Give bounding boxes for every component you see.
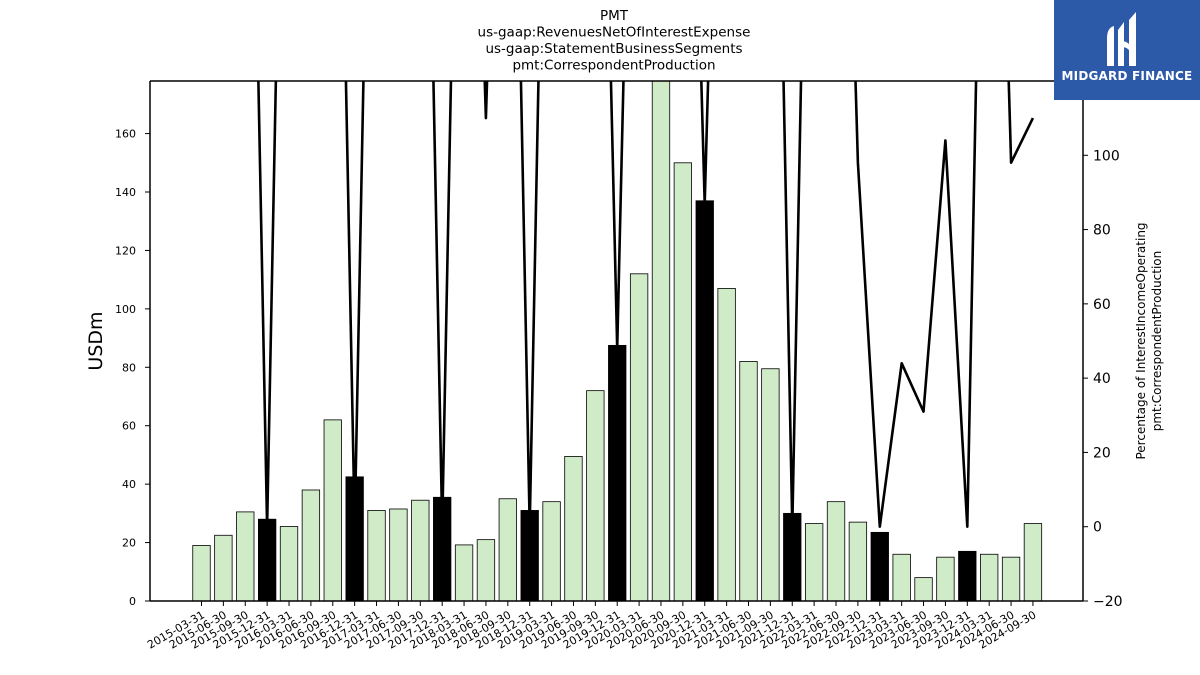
title-line: pmt:CorrespondentProduction	[512, 58, 715, 74]
y-tick-label: 0	[129, 595, 136, 608]
title-line: us-gaap:StatementBusinessSegments	[485, 41, 742, 57]
bar	[323, 419, 342, 601]
y2-tick-label: 0	[1093, 520, 1102, 536]
bar	[476, 539, 496, 601]
y2-tick-label: 100	[1093, 148, 1120, 164]
bar	[192, 545, 211, 601]
y-tick-label: 140	[115, 186, 136, 199]
bar	[411, 499, 430, 601]
y-tick-label: 160	[115, 128, 136, 141]
bar	[389, 508, 408, 601]
y-axis-label: USDm	[85, 311, 107, 370]
bar	[629, 273, 649, 601]
bar	[848, 521, 868, 601]
bar	[914, 577, 933, 601]
bar	[279, 526, 299, 601]
y2-axis-label: Percentage of InterestIncomeOperating pmt…	[1134, 222, 1164, 459]
bar	[367, 510, 386, 601]
y-tick-label: 20	[122, 537, 136, 550]
bar	[695, 200, 714, 601]
logo-text: MIDGARD FINANCE	[1061, 69, 1193, 83]
bar	[673, 162, 693, 601]
bar	[301, 489, 321, 601]
y-tick-label: 40	[122, 478, 136, 491]
line-group	[257, 81, 1035, 529]
bar	[804, 523, 824, 601]
y2-label-line: pmt:CorrespondentProduction	[1150, 251, 1164, 432]
bar	[958, 550, 977, 601]
bar	[257, 518, 277, 601]
bar	[236, 511, 255, 601]
chart-title: PMTus-gaap:RevenuesNetOfInterestExpenseu…	[478, 8, 751, 74]
y2-tick-labels: −20 0 20 40 60 80 100	[1083, 148, 1123, 610]
y2-label-line: Percentage of InterestIncomeOperating	[1134, 222, 1148, 459]
y-tick-label: 120	[115, 244, 136, 257]
bar	[980, 553, 999, 601]
y2-tick-label: 80	[1093, 223, 1111, 239]
bar	[542, 501, 561, 601]
logo-icon	[1107, 12, 1136, 66]
bar	[1023, 523, 1043, 601]
bar	[651, 81, 671, 601]
axes-group	[149, 80, 1084, 602]
bar	[214, 534, 233, 601]
logo: MIDGARD FINANCE	[1054, 0, 1200, 100]
y2-tick-label: −20	[1093, 594, 1123, 610]
title-line: PMT	[600, 8, 629, 24]
y2-tick-label: 20	[1093, 445, 1111, 461]
y2-tick-label: 60	[1093, 297, 1111, 313]
bar	[1001, 556, 1021, 601]
x-tick-labels: 2015-03-312015-06-302015-09-302015-12-31…	[145, 601, 1038, 652]
y2-tick-label: 40	[1093, 371, 1111, 387]
series-line	[257, 81, 1035, 529]
bar	[870, 531, 889, 601]
bar	[498, 498, 517, 601]
bar	[826, 501, 846, 601]
y-tick-labels: 0 20 40 60 80 100 120 140 160	[115, 128, 150, 608]
bar	[892, 553, 911, 601]
bar	[936, 556, 955, 601]
bar	[564, 455, 583, 601]
y-tick-label: 100	[115, 303, 136, 316]
bars-group	[192, 81, 1043, 601]
bar	[761, 368, 780, 601]
bar	[717, 288, 736, 601]
bar	[608, 344, 627, 601]
y-tick-label: 80	[122, 361, 136, 374]
bar	[739, 361, 758, 601]
bar	[454, 544, 474, 601]
y-tick-label: 60	[122, 420, 136, 433]
bar	[586, 390, 605, 601]
title-line: us-gaap:RevenuesNetOfInterestExpense	[478, 25, 751, 41]
